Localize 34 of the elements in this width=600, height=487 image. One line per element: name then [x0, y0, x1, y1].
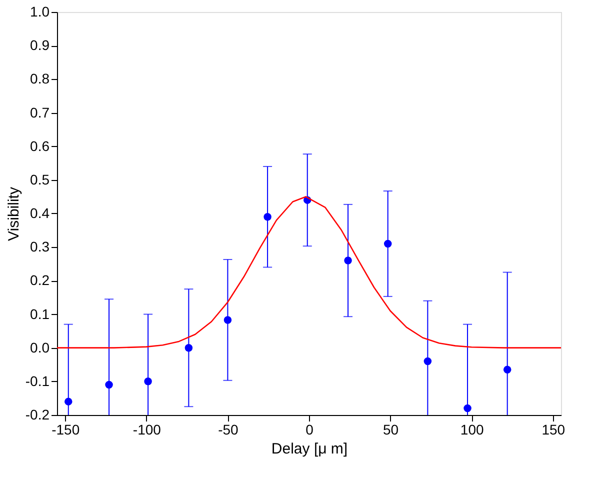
x-tick-label: -150 [52, 422, 80, 438]
point [464, 404, 472, 412]
point [144, 378, 152, 386]
y-axis-title: Visibility [5, 186, 22, 241]
line-series [57, 196, 561, 348]
y-tick-label: -0.1 [25, 372, 50, 389]
y-tick-label: 0.4 [30, 205, 50, 221]
x-tick-label: -100 [132, 422, 162, 438]
x-tick-label: 150 [542, 422, 566, 438]
y-tick-label: 1.0 [30, 4, 50, 20]
y-tick-label: -0.2 [25, 406, 50, 422]
y-tick-label: 0.3 [30, 238, 50, 255]
point [384, 240, 392, 248]
y-tick-label: 0.1 [30, 306, 50, 322]
x-tick-label: 50 [383, 422, 399, 438]
point [503, 366, 512, 374]
point [424, 357, 432, 366]
point [64, 398, 72, 406]
point [105, 380, 113, 389]
point [184, 344, 193, 352]
y-tick-label: 0.5 [30, 171, 50, 188]
point [344, 256, 352, 264]
y-tick-label: 0.9 [30, 37, 50, 54]
point [224, 316, 232, 324]
x-tick-label: 100 [460, 422, 484, 438]
y-tick-label: 0.6 [30, 138, 50, 154]
y-tick-label: 0.2 [30, 272, 50, 288]
y-tick-label: 0.8 [30, 70, 50, 87]
point [264, 212, 272, 221]
x-tick-label: 0 [306, 422, 314, 438]
x-axis-title: Delay [μ m] [271, 440, 348, 458]
y-tick-label: 0.0 [30, 339, 50, 356]
y-tick-label: 0.7 [30, 104, 50, 120]
x-tick-label: -50 [218, 422, 239, 438]
